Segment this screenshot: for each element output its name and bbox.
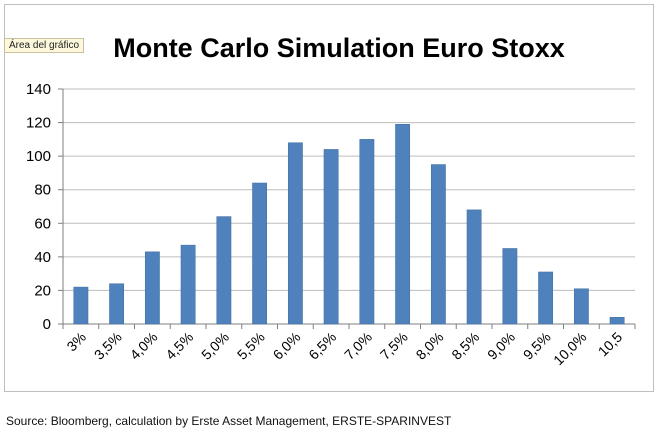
x-tick-label: 4,0% — [127, 329, 161, 363]
source-note: Source: Bloomberg, calculation by Erste … — [6, 414, 452, 428]
x-tick-label: 10,0% — [550, 329, 589, 368]
bar-4,0%[interactable] — [144, 251, 160, 325]
x-tick-label: 7,0% — [341, 329, 375, 363]
bar-6,0%[interactable] — [287, 142, 303, 325]
chart-area[interactable]: Monte Carlo Simulation Euro Stoxx 0 20 40 6… — [4, 4, 654, 392]
y-tick-label: 20 — [34, 282, 51, 299]
x-tick-label: 9,5% — [520, 329, 554, 363]
y-tick-label: 140 — [26, 81, 51, 98]
bar-4,5%[interactable] — [180, 244, 196, 325]
y-tick-label: 80 — [34, 182, 51, 199]
x-tick-label: 7,5% — [377, 329, 411, 363]
bar-6,5%[interactable] — [323, 149, 339, 325]
y-tick-label: 0 — [43, 316, 51, 333]
bar-8,0%[interactable] — [430, 164, 446, 325]
bar-3%[interactable] — [73, 286, 89, 325]
bars — [73, 124, 625, 325]
y-tick-label: 120 — [26, 115, 51, 132]
bar-9,0%[interactable] — [502, 248, 518, 325]
x-tick-label: 5,0% — [198, 329, 232, 363]
x-tick-label: 3,5% — [91, 329, 125, 363]
bar-9,5%[interactable] — [538, 271, 554, 325]
bar-7,0%[interactable] — [359, 139, 375, 325]
bar-3,5%[interactable] — [109, 283, 125, 325]
y-tick-label: 40 — [34, 249, 51, 266]
x-tick-label: 6,5% — [305, 329, 339, 363]
y-tick-label: 60 — [34, 215, 51, 232]
chart-area-tooltip: Área del gráfico — [4, 38, 85, 53]
x-tick-label: 3% — [63, 329, 89, 355]
x-tick-label: 5,5% — [234, 329, 268, 363]
bar-5,0%[interactable] — [216, 216, 232, 325]
chart-title: Monte Carlo Simulation Euro Stoxx — [113, 33, 565, 63]
x-tick-label: 8,0% — [413, 329, 447, 363]
bar-10,0%[interactable] — [573, 288, 589, 325]
x-tick-label: 8,5% — [448, 329, 482, 363]
bar-10,5[interactable] — [609, 317, 625, 325]
bar-chart: Monte Carlo Simulation Euro Stoxx 0 20 40 6… — [26, 33, 636, 368]
x-tick-label: 9,0% — [484, 329, 518, 363]
x-tick-label: 4,5% — [162, 329, 196, 363]
x-tick-label: 6,0% — [270, 329, 304, 363]
x-tick-label: 10,5 — [595, 329, 626, 360]
bar-5,5%[interactable] — [252, 182, 268, 325]
bar-8,5%[interactable] — [466, 209, 482, 325]
y-tick-label: 100 — [26, 148, 51, 165]
bar-7,5%[interactable] — [395, 124, 411, 325]
